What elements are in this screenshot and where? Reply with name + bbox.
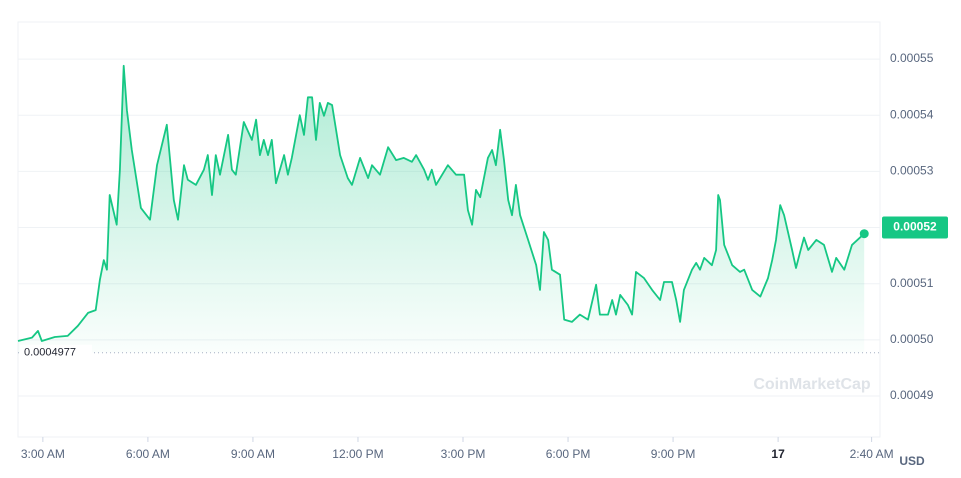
open-price-label: 0.0004977 xyxy=(24,347,76,359)
y-tick-label: 0.00054 xyxy=(890,107,934,121)
open-price-bg xyxy=(20,344,92,361)
plot-frame xyxy=(17,21,881,438)
y-tick-label: 0.00049 xyxy=(890,388,934,402)
x-tick-label: 12:00 PM xyxy=(332,447,383,461)
x-tick-label: 2:40 AM xyxy=(850,447,894,461)
x-tick-label: 3:00 AM xyxy=(21,447,65,461)
x-tick-label: 6:00 PM xyxy=(546,447,591,461)
y-tick-label: 0.00050 xyxy=(890,332,934,346)
x-tick-label: 6:00 AM xyxy=(126,447,170,461)
price-area xyxy=(18,65,865,353)
y-tick-label: 0.00053 xyxy=(890,164,934,178)
y-tick-label: 0.00051 xyxy=(890,276,934,290)
current-price-badge xyxy=(882,216,948,239)
x-tick-label: 17 xyxy=(771,447,785,461)
price-line xyxy=(17,64,865,342)
x-tick-label: 9:00 PM xyxy=(651,447,696,461)
watermark: CoinMarketCap xyxy=(753,376,871,393)
x-tick-label: 3:00 PM xyxy=(441,447,486,461)
last-point xyxy=(859,229,869,239)
current-price-label: 0.00052 xyxy=(893,220,937,234)
y-tick-label: 0.00055 xyxy=(890,51,934,65)
x-tick-label: 9:00 AM xyxy=(231,447,275,461)
y-axis-label: USD xyxy=(899,454,925,468)
